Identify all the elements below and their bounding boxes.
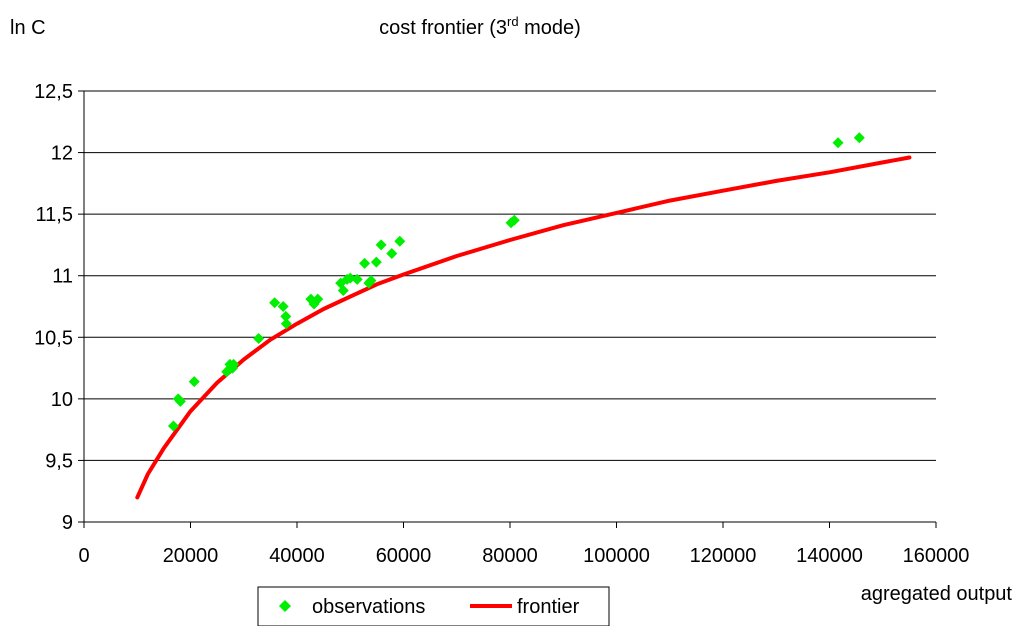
y-tick-label: 10 <box>51 389 73 411</box>
x-tick-label: 120000 <box>690 545 757 567</box>
observation-point <box>280 310 292 322</box>
observation-point <box>359 257 371 269</box>
legend-observations-label: observations <box>312 596 425 618</box>
observation-point <box>394 235 406 247</box>
y-tick-label: 10,5 <box>34 327 73 349</box>
observation-point <box>228 358 240 370</box>
y-tick-label: 11 <box>52 266 73 288</box>
observation-point <box>277 301 289 312</box>
observation-point <box>280 318 292 330</box>
observation-point <box>312 293 324 305</box>
x-tick-label: 60000 <box>376 545 432 567</box>
x-tick-label: 20000 <box>163 545 219 567</box>
observation-point <box>269 297 281 309</box>
observation-point <box>167 420 179 432</box>
y-tick-labels: 9 9,5 10 10,5 11 11,5 12 12,5 <box>34 81 73 534</box>
x-tick-label: 80000 <box>482 545 538 567</box>
observation-point <box>508 214 520 226</box>
observation-point <box>365 275 377 287</box>
chart-title-superscript: rd <box>507 14 519 29</box>
chart-title: cost frontier (3rd mode) <box>379 14 581 39</box>
y-tick-label: 12 <box>51 143 73 165</box>
observation-point <box>174 395 186 407</box>
x-tick-label: 40000 <box>269 545 325 567</box>
y-tick-label: 11,5 <box>36 204 73 226</box>
observation-point <box>375 239 387 251</box>
observation-point <box>832 137 844 149</box>
observation-point <box>386 248 398 260</box>
observations-series <box>167 132 865 432</box>
observation-point <box>351 273 363 285</box>
y-tick-label: 9 <box>62 512 73 534</box>
legend-box <box>257 586 610 626</box>
x-tick-labels: 0 20000 40000 60000 80000 100000 120000 140000 1… <box>78 545 969 567</box>
observation-point <box>370 256 382 268</box>
y-axis-label: ln C <box>10 17 46 39</box>
observation-point <box>337 284 349 296</box>
frontier-series <box>135 155 912 500</box>
x-tick-label: 160000 <box>903 545 970 567</box>
chart-title-main: cost frontier (3 <box>379 17 507 39</box>
legend-observations-marker <box>279 600 291 612</box>
frontier-line <box>135 155 912 500</box>
gridlines <box>84 90 936 461</box>
x-tick-label: 100000 <box>583 545 650 567</box>
x-tick-label: 0 <box>78 545 89 567</box>
legend: observations frontier <box>257 586 610 626</box>
legend-frontier-label: frontier <box>517 596 580 618</box>
y-tick-label: 12,5 <box>34 81 73 103</box>
y-tick-label: 9,5 <box>45 450 73 472</box>
chart-title-end: mode) <box>519 17 581 39</box>
x-axis-label: agregated output <box>861 583 1013 605</box>
axes <box>78 90 937 528</box>
x-tick-label: 140000 <box>796 545 863 567</box>
observation-point <box>188 376 200 388</box>
observation-point <box>344 272 356 284</box>
observation-point <box>253 333 265 345</box>
observation-point <box>853 132 865 144</box>
